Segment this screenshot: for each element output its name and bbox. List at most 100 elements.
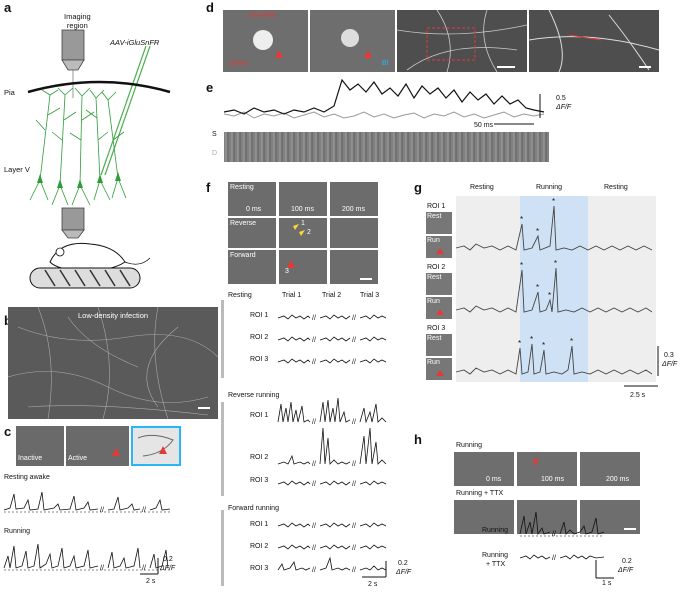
g-roi2-run-label: Run (427, 298, 440, 305)
h-trace-running-label: Running (482, 527, 509, 534)
g-roi2-label: ROI 2 (427, 264, 446, 271)
g-roi3-rest: Rest (426, 334, 452, 356)
svg-text://: // (352, 545, 356, 552)
f-img-forward-100: 3 (279, 250, 327, 284)
low-density-image: Low-density infection (8, 307, 218, 419)
svg-text://: // (142, 507, 146, 514)
f-section-resting: Resting (228, 292, 252, 299)
f-marker-3: 3 (285, 268, 289, 275)
h-running-label: Running (456, 442, 483, 449)
g-scale-value: 0.3 (664, 352, 674, 359)
g-roi2-run: Run (426, 297, 452, 319)
f-bar-reverse (221, 402, 224, 496)
svg-text://: // (142, 565, 146, 572)
f-marker-2: 2 (307, 229, 311, 236)
svg-text:*: * (570, 337, 573, 346)
f-img-resting-200: 200 ms (330, 182, 378, 216)
h-trace-ttx: // (519, 554, 605, 562)
panel-label-c: c (4, 424, 12, 439)
h-trace-running: // (519, 511, 605, 538)
svg-text://: // (312, 461, 316, 468)
f-scale-unit: ΔF/F (396, 569, 412, 576)
c-scale-bar (140, 558, 159, 575)
g-roi3-run-label: Run (427, 359, 440, 366)
g-time-label: 2.5 s (630, 392, 646, 399)
svg-text:*: * (548, 291, 551, 300)
c-scale-unit: ΔF/F (160, 565, 176, 572)
f-trial-2: Trial 2 (322, 292, 342, 299)
d-image-4 (529, 10, 659, 72)
f-img-resting-100: 100 ms (279, 182, 327, 216)
f-bar-forward (221, 510, 224, 586)
g-roi3-run: Run (426, 358, 452, 380)
c-running-trace: // // (3, 543, 170, 572)
svg-text:*: * (552, 197, 555, 206)
h-running-ttx-label: Running + TTX (456, 490, 504, 497)
f-rev-roi2: ROI 2 (250, 454, 269, 461)
g-rest-band-2 (588, 196, 656, 382)
panel-label-f: f (206, 180, 211, 195)
f-marker-1: 1 (301, 220, 305, 227)
h-img-run-100: 100 ms (517, 452, 577, 486)
h-img-run-200: 200 ms (580, 452, 640, 486)
g-header-resting-1: Resting (470, 184, 494, 191)
f-rev-roi3: ROI 3 (250, 477, 269, 484)
svg-text://: // (312, 523, 316, 530)
c-resting-label: Resting awake (4, 474, 50, 481)
f-bar-resting (221, 300, 224, 378)
f-scale-value: 0.2 (398, 560, 408, 567)
panel-label-b: b (4, 313, 12, 328)
svg-text:*: * (536, 283, 539, 292)
svg-text://: // (352, 359, 356, 366)
f-rest-roi2: ROI 2 (250, 334, 269, 341)
f-img-forward-0: Forward (228, 250, 276, 284)
svg-text://: // (352, 567, 356, 574)
svg-text:*: * (530, 335, 533, 344)
imaging-region-label: Imaging region (64, 12, 91, 30)
svg-text://: // (312, 545, 316, 552)
layer-v-label: Layer V (4, 165, 30, 174)
d-image-3 (397, 10, 527, 72)
svg-text://: // (352, 419, 356, 426)
svg-text://: // (352, 337, 356, 344)
e-scale-value: 0.5 (556, 95, 566, 102)
g-roi1-rest-label: Rest (427, 213, 442, 220)
soma-label: Soma (229, 60, 248, 67)
e-s-label: S (212, 131, 217, 138)
f-rest-roi1: ROI 1 (250, 312, 269, 319)
f-trial-3: Trial 3 (360, 292, 380, 299)
f-row-reverse: Reverse (230, 220, 257, 227)
active-image: Active (66, 426, 129, 466)
g-traces: * * * * * * * * * * * (455, 197, 659, 387)
d-image-2: Bl (310, 10, 395, 72)
virus-label: AAV-iGluSnFR (110, 38, 160, 47)
panel-label-g: g (414, 180, 422, 195)
h-time-200: 200 ms (606, 476, 629, 483)
e-kymograph (224, 132, 549, 162)
g-rest-band-1 (456, 196, 520, 382)
f-img-reverse-100: 1 2 (279, 218, 327, 248)
d-scale-note: Bl (382, 60, 389, 67)
svg-text:*: * (520, 215, 523, 224)
svg-text://: // (352, 315, 356, 322)
svg-text://: // (100, 507, 104, 514)
f-img-reverse-0: Reverse (228, 218, 276, 248)
h-img-ttx-0 (454, 500, 514, 534)
h-trace-ttx-label-1: Running (482, 552, 509, 559)
panel-label-d: d (206, 0, 214, 15)
g-roi1-rest: Rest (426, 212, 452, 234)
f-time-200: 200 ms (342, 206, 365, 213)
c-scale-value: 0.2 (163, 556, 173, 563)
g-scale-unit: ΔF/F (662, 361, 678, 368)
panel-label-h: h (414, 432, 422, 447)
c-running-label: Running (4, 528, 31, 535)
h-scale-bar (595, 560, 614, 579)
f-img-forward-200 (330, 250, 378, 284)
svg-text:*: * (518, 339, 521, 348)
e-scale-unit: ΔF/F (556, 104, 572, 111)
h-trace-ttx-label-2: + TTX (486, 561, 506, 568)
g-roi1-run: Run (426, 236, 452, 258)
panel-label-e: e (206, 80, 214, 95)
f-time-100: 100 ms (291, 206, 314, 213)
zoom-inset-image (131, 426, 181, 466)
